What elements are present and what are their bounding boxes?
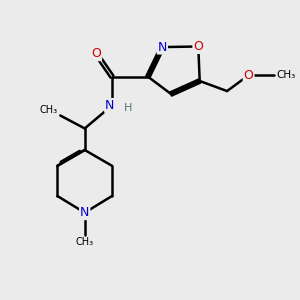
- Text: O: O: [244, 69, 254, 82]
- Text: CH₃: CH₃: [276, 70, 295, 80]
- Text: CH₃: CH₃: [40, 105, 58, 115]
- Text: N: N: [80, 206, 89, 219]
- Text: O: O: [91, 47, 101, 60]
- Text: N: N: [158, 40, 167, 54]
- Text: O: O: [193, 40, 203, 53]
- Text: CH₃: CH₃: [76, 237, 94, 247]
- Text: N: N: [105, 99, 114, 112]
- Text: H: H: [124, 103, 133, 113]
